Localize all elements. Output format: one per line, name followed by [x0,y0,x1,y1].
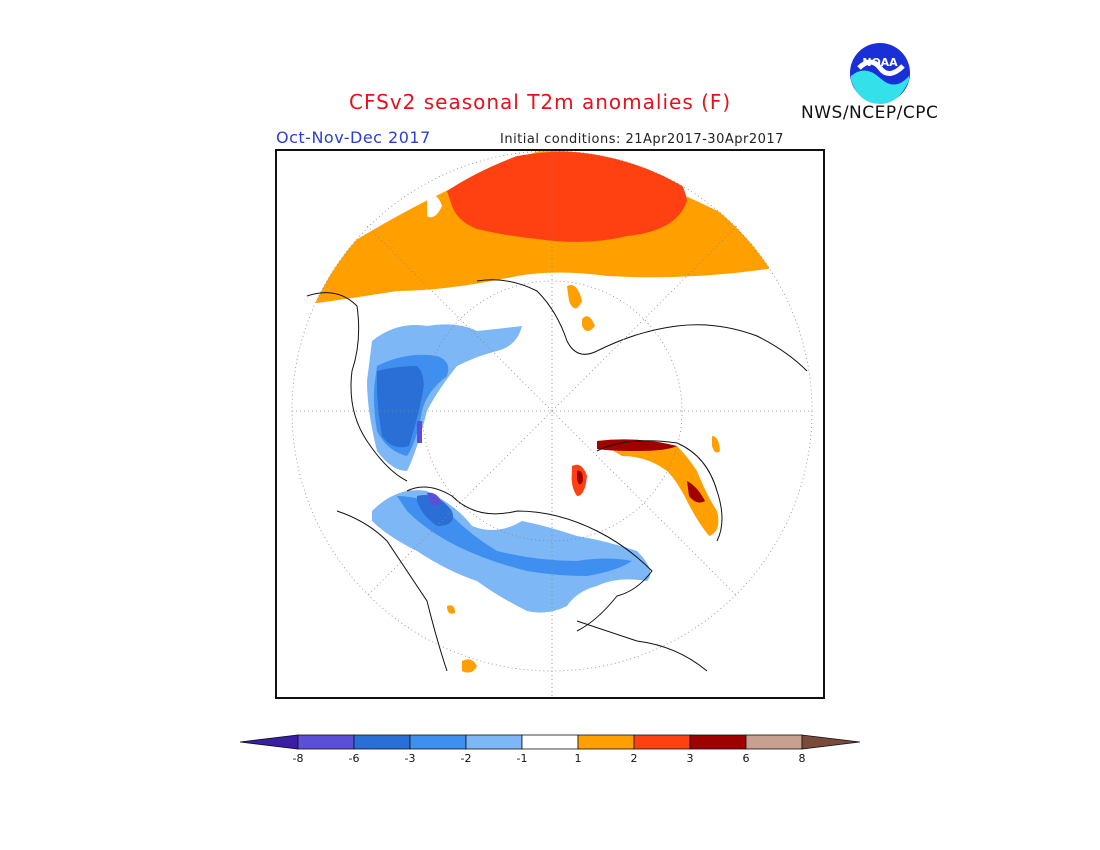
color-scale-tick-label: -6 [348,752,360,765]
strong-warm-anomaly-region [447,151,687,242]
color-scale-segment [633,734,691,750]
coastlines [306,279,808,672]
color-scale-segment [297,734,355,750]
agency-label: NWS/NCEP/CPC [801,103,939,123]
color-scale-segment [689,734,747,750]
warm-anomaly-region-siberia [597,439,719,536]
map-title: CFSv2 seasonal T2m anomalies (F) [349,90,732,114]
color-scale-tick-label: 8 [798,752,806,765]
color-scale-bar [240,734,860,750]
color-scale-segment [353,734,411,750]
color-scale-arrow-low [240,734,299,750]
color-scale-segment [745,734,803,750]
color-scale-segment [521,734,579,750]
color-scale-segment [577,734,635,750]
initial-conditions-label: Initial conditions: 21Apr2017-30Apr2017 [500,132,784,147]
noaa-logo-icon: NOAA [850,43,910,104]
color-scale-tick-label: 3 [686,752,694,765]
color-scale-tick-label: 1 [574,752,582,765]
color-scale-tick-label: 6 [742,752,750,765]
season-label: Oct-Nov-Dec 2017 [276,128,431,147]
logo-text: NOAA [862,56,898,69]
graticule [291,151,813,697]
color-scale-segment [409,734,467,750]
color-scale-tick-label: -8 [292,752,304,765]
color-scale-segment [465,734,523,750]
map-canvas [291,151,813,697]
polar-map [275,149,825,699]
color-scale-tick-label: -1 [516,752,528,765]
color-scale-tick-label: -2 [460,752,472,765]
color-scale-tick-label: 2 [630,752,638,765]
color-scale-tick-label: -3 [404,752,416,765]
color-scale-arrow-high [801,734,860,750]
